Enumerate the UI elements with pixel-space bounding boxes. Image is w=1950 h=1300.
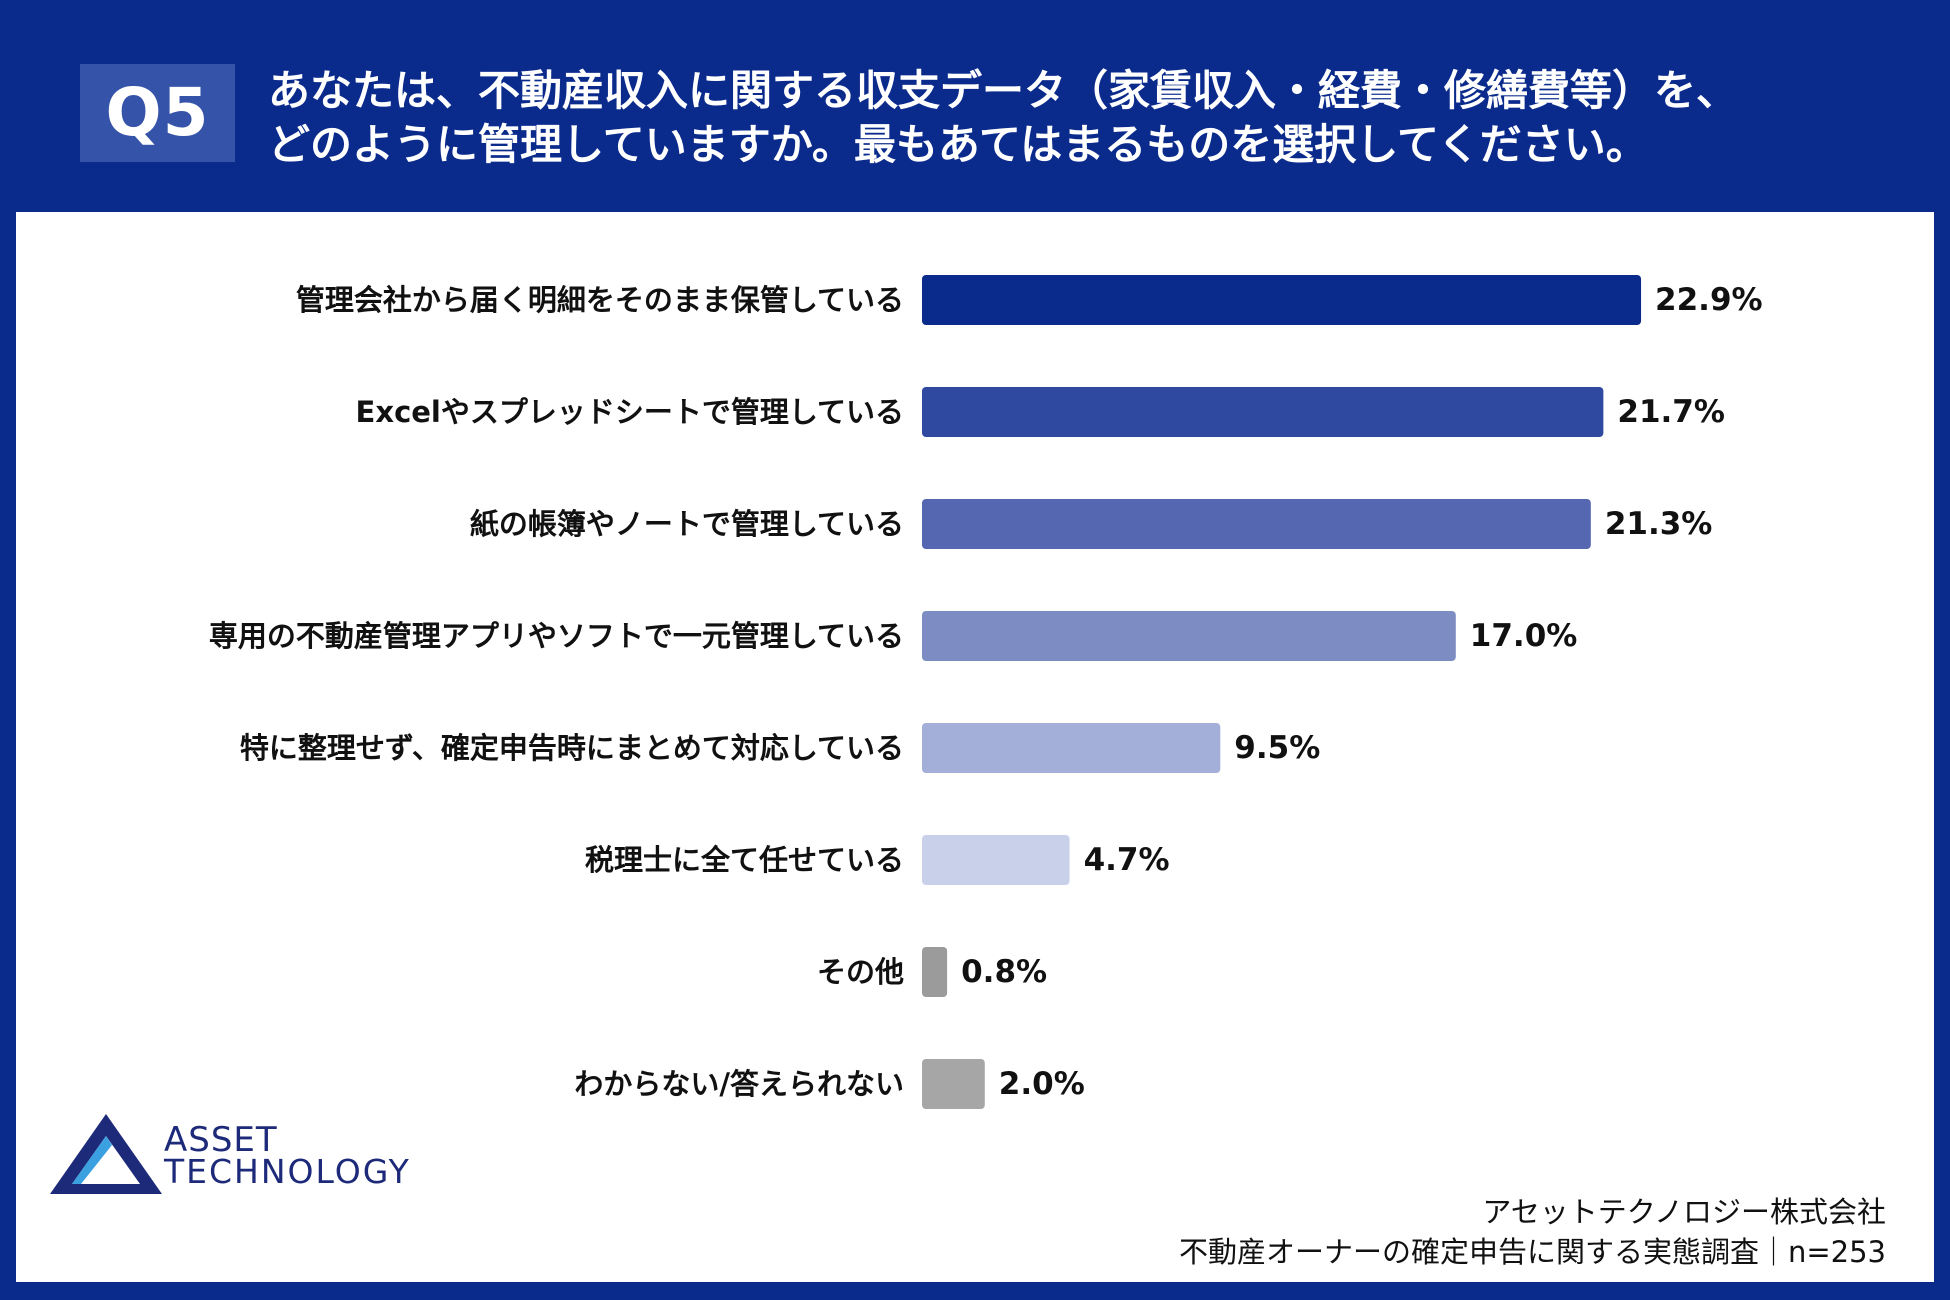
bar-3 — [922, 499, 1591, 549]
value-label-2: 21.7% — [1617, 394, 1725, 430]
bar-7 — [922, 947, 948, 997]
value-label-5: 9.5% — [1234, 730, 1320, 766]
bar-5 — [922, 723, 1221, 773]
question-text: あなたは、不動産収入に関する収支データ（家賃収入・経費・修繕費等）を、 どのよう… — [268, 64, 1908, 172]
bar-2 — [922, 387, 1604, 437]
category-label-4: 専用の不動産管理アプリやソフトで一元管理している — [209, 619, 904, 653]
footer-company: アセットテクノロジー株式会社 — [1482, 1195, 1886, 1229]
value-label-1: 22.9% — [1655, 282, 1763, 318]
category-label-3: 紙の帳簿やノートで管理している — [470, 507, 904, 541]
category-label-6: 税理士に全て任せている — [585, 843, 904, 877]
category-label-8: わからない/答えられない — [574, 1067, 904, 1101]
question-number-badge: Q5 — [80, 64, 235, 162]
bar-4 — [922, 611, 1456, 661]
question-text-line-1: あなたは、不動産収入に関する収支データ（家賃収入・経費・修繕費等）を、 — [268, 66, 1739, 115]
footer-survey: 不動産オーナーの確定申告に関する実態調査｜n=253 — [1178, 1235, 1886, 1269]
logo-triangle-icon — [50, 1114, 162, 1194]
logo-wordmark: ASSET TECHNOLOGY — [164, 1120, 411, 1191]
value-label-4: 17.0% — [1470, 618, 1578, 654]
bar-6 — [922, 835, 1070, 885]
logo-text-technology: TECHNOLOGY — [164, 1152, 411, 1191]
question-header: Q5 あなたは、不動産収入に関する収支データ（家賃収入・経費・修繕費等）を、 ど… — [0, 0, 1950, 208]
value-label-3: 21.3% — [1605, 506, 1713, 542]
bar-8 — [922, 1059, 985, 1109]
category-label-1: 管理会社から届く明細をそのまま保管している — [296, 283, 904, 317]
logo-text-asset: ASSET — [164, 1120, 278, 1160]
bar-1 — [922, 275, 1642, 325]
value-label-8: 2.0% — [999, 1066, 1085, 1102]
value-label-6: 4.7% — [1084, 842, 1170, 878]
category-label-5: 特に整理せず、確定申告時にまとめて対応している — [240, 731, 904, 765]
category-label-2: Excelやスプレッドシートで管理している — [356, 395, 904, 429]
question-text-line-2: どのように管理していますか。最もあてはまるものを選択してください。 — [268, 120, 1648, 169]
company-logo: ASSET TECHNOLOGY — [48, 1110, 488, 1198]
category-label-7: その他 — [817, 955, 904, 989]
source-footer: アセットテクノロジー株式会社 不動産オーナーの確定申告に関する実態調査｜n=25… — [1179, 1192, 1886, 1272]
value-label-7: 0.8% — [961, 954, 1047, 990]
